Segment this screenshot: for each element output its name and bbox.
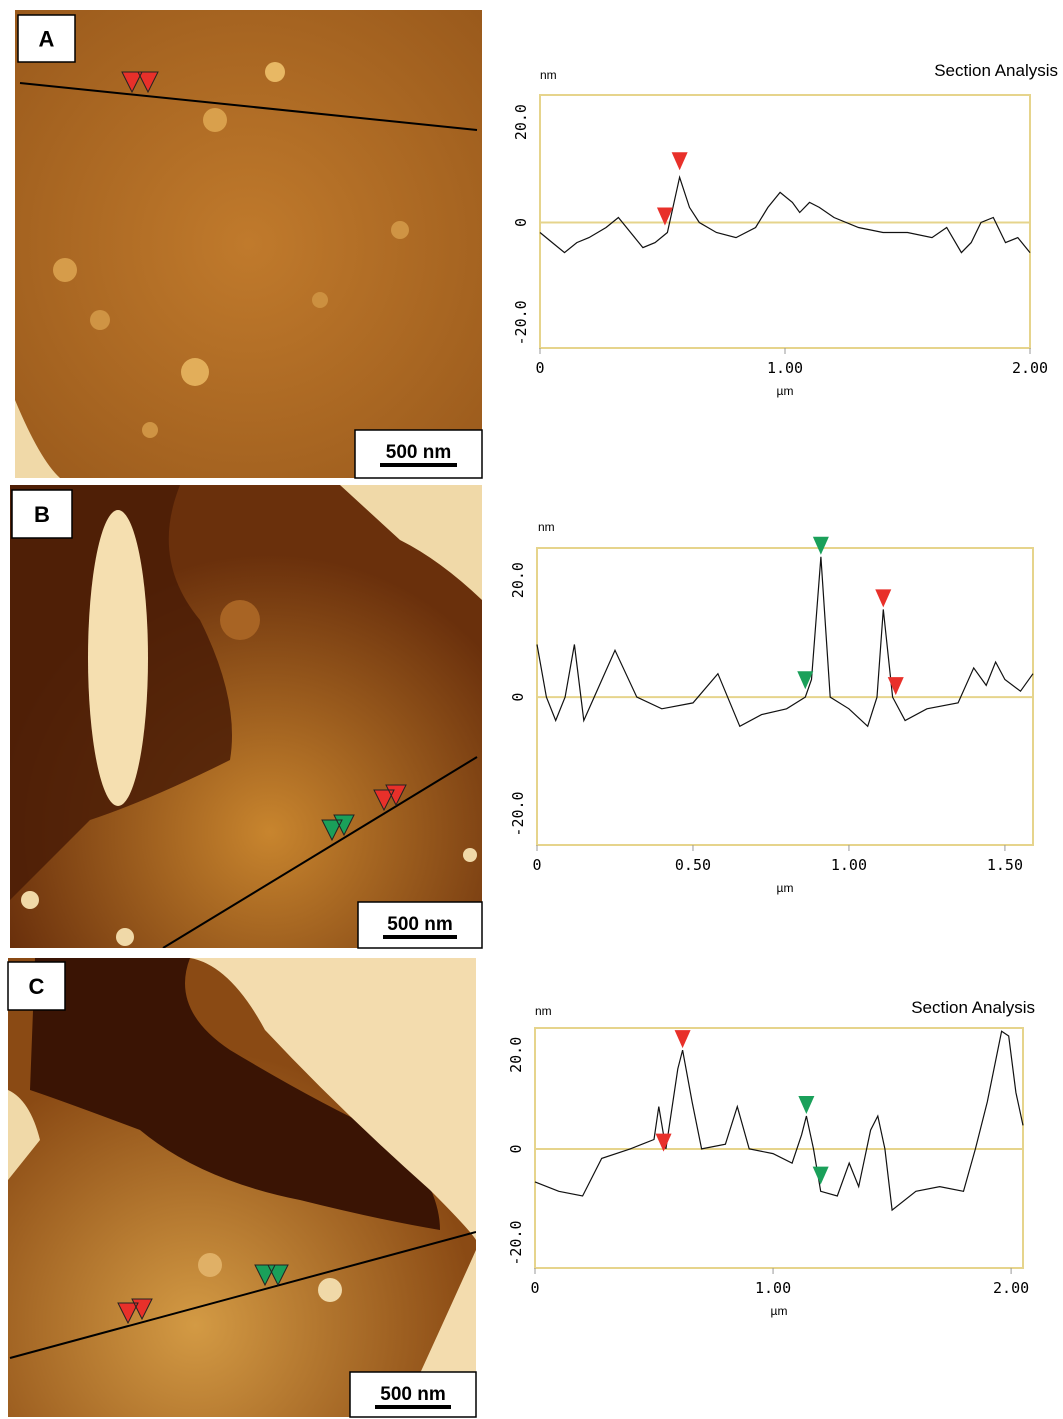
x-tick-label: 1.00 [831,856,867,874]
cursor-marker [797,671,814,690]
y-tick-label: 20.0 [512,104,530,140]
panel-label: B [34,502,50,527]
scale-bar-box [357,901,483,949]
cursor-marker [655,1133,672,1152]
chart-title: Section Analysis [911,998,1035,1017]
scale-bar-box [349,1371,477,1418]
afm-image-c [8,958,476,1417]
profile-line [539,175,1031,254]
x-tick-label: 0.50 [675,856,711,874]
panel-label: A [39,27,55,52]
y-tick-label: 0 [509,693,527,702]
y-axis-label: nm [538,520,555,534]
panel-label: C [29,974,45,999]
afm-image-b [10,485,482,948]
cursor-marker [887,677,904,696]
panel-label-box [11,489,73,539]
scale-bar-label: 500 nm [386,442,451,463]
afm-image-a [15,10,482,478]
scale-bar-label: 500 nm [380,1384,445,1405]
y-tick-label: 20.0 [509,562,527,598]
x-tick-label: 0 [535,359,544,377]
panel-label-box [7,961,66,1011]
x-tick-label: 2.00 [1012,359,1048,377]
panel-label-box [17,14,76,63]
cursor-marker [671,152,688,171]
y-tick-label: -20.0 [512,300,530,345]
profile-line [536,556,1034,728]
cursor-marker [812,536,829,555]
scale-bar-box [354,429,483,479]
chart-title: Section Analysis [934,61,1058,80]
profile-line [534,1030,1024,1212]
y-axis-label: nm [540,68,557,82]
y-tick-label: -20.0 [509,791,527,836]
cursor-marker [875,589,892,608]
x-tick-label: 0 [530,1279,539,1297]
cursor-marker [656,207,673,226]
x-tick-label: 2.00 [993,1279,1029,1297]
scale-bar-label: 500 nm [387,914,452,935]
x-axis-label: µm [777,881,794,895]
cursor-marker [798,1096,815,1114]
x-axis-label: µm [777,384,794,398]
x-axis-label: µm [771,1304,788,1318]
y-tick-label: 0 [512,218,530,227]
x-tick-label: 1.50 [987,856,1023,874]
y-tick-label: 20.0 [507,1037,525,1073]
cursor-marker [812,1166,829,1185]
y-axis-label: nm [535,1004,552,1018]
y-tick-label: -20.0 [507,1220,525,1265]
cursor-marker [674,1030,691,1049]
x-tick-label: 0 [532,856,541,874]
x-tick-label: 1.00 [755,1279,791,1297]
y-tick-label: 0 [507,1144,525,1153]
x-tick-label: 1.00 [767,359,803,377]
